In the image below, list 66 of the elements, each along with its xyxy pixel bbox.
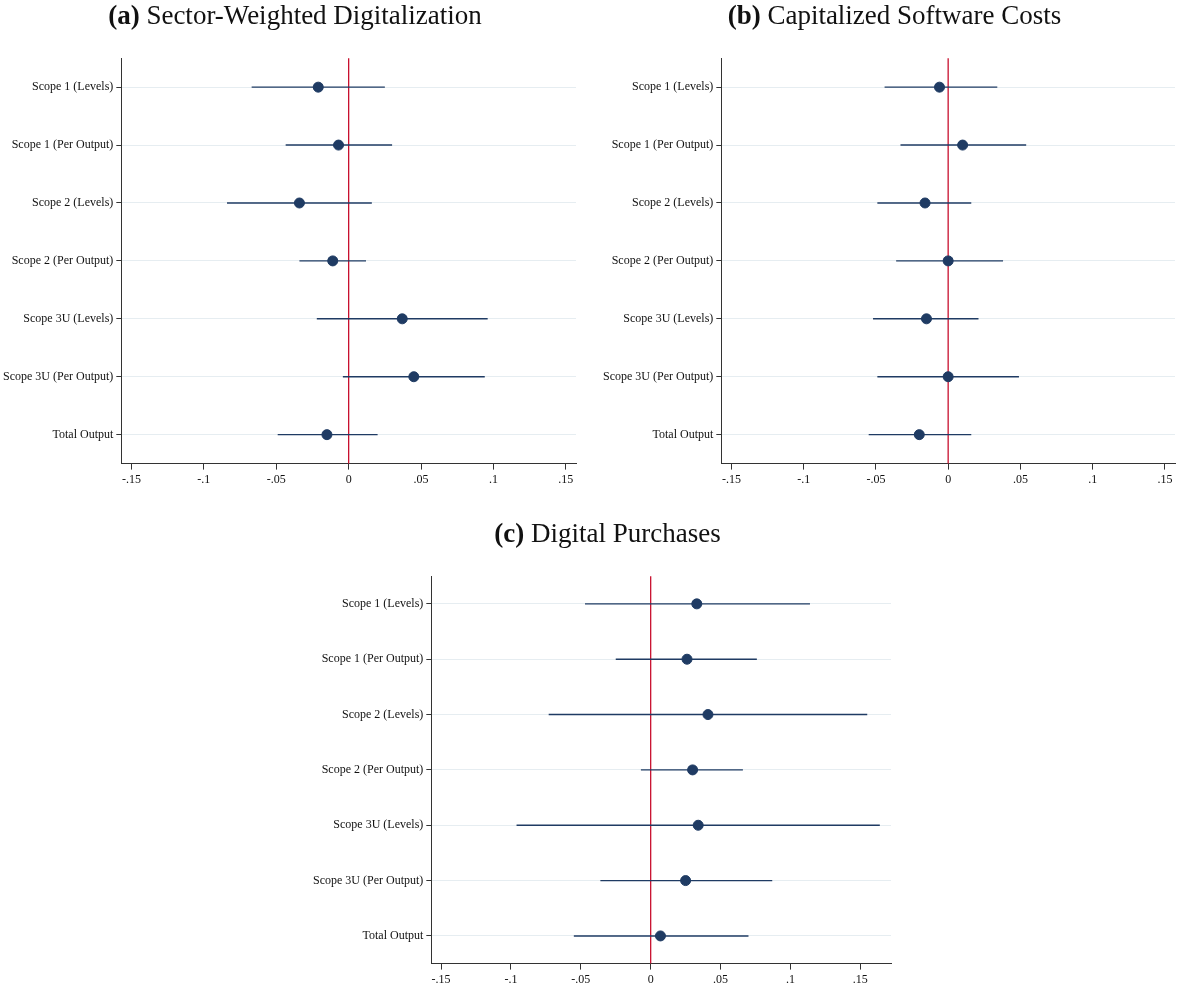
x-tick-label: -.05 <box>266 471 286 486</box>
point <box>321 429 333 441</box>
point <box>654 930 666 942</box>
point <box>408 371 420 383</box>
point <box>312 81 324 93</box>
point <box>702 709 714 721</box>
y-tick-label: Scope 3U (Per Output) <box>602 368 714 383</box>
point <box>293 197 305 209</box>
y-tick-label: Total Output <box>652 426 714 441</box>
point <box>913 429 925 441</box>
y-tick-label: Scope 3U (Per Output) <box>312 872 424 887</box>
chart-title: (a) Sector-Weighted Digitalization <box>107 0 483 31</box>
point <box>957 139 969 151</box>
x-tick-label: -.15 <box>721 471 741 486</box>
y-tick-label: Scope 2 (Levels) <box>632 195 714 210</box>
x-tick-label: -.1 <box>797 471 811 486</box>
y-tick-label: Scope 1 (Levels) <box>32 79 114 94</box>
point <box>692 819 704 831</box>
x-tick-label: .1 <box>785 971 795 986</box>
y-tick-label: Scope 1 (Levels) <box>342 596 424 611</box>
point <box>942 255 954 267</box>
x-tick-label: .15 <box>558 471 574 486</box>
y-tick-label: Scope 2 (Per Output) <box>321 762 424 777</box>
x-tick-label: -.15 <box>431 971 451 986</box>
x-tick-label: .1 <box>488 471 498 486</box>
point <box>933 81 945 93</box>
point <box>691 598 703 610</box>
x-tick-label: .05 <box>413 471 429 486</box>
x-tick-label: .15 <box>1157 471 1173 486</box>
point <box>919 197 931 209</box>
y-tick-label: Scope 3U (Levels) <box>23 310 114 325</box>
x-tick-label: 0 <box>647 971 654 986</box>
y-tick-label: Scope 3U (Per Output) <box>2 368 114 383</box>
point <box>942 371 954 383</box>
point <box>327 255 339 267</box>
y-tick-label: Scope 1 (Per Output) <box>611 137 714 152</box>
chart-title: (b) Capitalized Software Costs <box>726 0 1063 31</box>
point <box>687 764 699 776</box>
x-tick-label: -.05 <box>571 971 591 986</box>
point <box>920 313 932 325</box>
y-tick-label: Scope 1 (Levels) <box>632 79 714 94</box>
x-tick-label: -.1 <box>197 471 211 486</box>
x-tick-label: -.15 <box>121 471 141 486</box>
y-tick-label: Scope 3U (Levels) <box>623 310 714 325</box>
y-tick-label: Scope 2 (Levels) <box>32 195 114 210</box>
x-tick-label: .05 <box>1012 471 1028 486</box>
y-tick-label: Total Output <box>362 928 424 943</box>
y-tick-label: Scope 2 (Per Output) <box>611 253 714 268</box>
x-tick-label: 0 <box>345 471 352 486</box>
x-tick-label: .1 <box>1088 471 1098 486</box>
x-tick-label: .05 <box>713 971 729 986</box>
y-tick-label: Scope 2 (Per Output) <box>11 253 114 268</box>
point <box>396 313 408 325</box>
x-tick-label: -.05 <box>866 471 886 486</box>
point <box>681 653 693 665</box>
chart-title: (c) Digital Purchases <box>493 518 722 549</box>
y-tick-label: Scope 1 (Per Output) <box>11 137 114 152</box>
y-tick-label: Scope 3U (Levels) <box>333 817 424 832</box>
point <box>333 139 345 151</box>
y-tick-label: Scope 2 (Levels) <box>342 706 424 721</box>
point <box>680 875 692 887</box>
y-tick-label: Scope 1 (Per Output) <box>321 651 424 666</box>
y-tick-label: Total Output <box>52 426 114 441</box>
x-tick-label: 0 <box>945 471 952 486</box>
x-tick-label: -.1 <box>504 971 518 986</box>
x-tick-label: .15 <box>852 971 868 986</box>
